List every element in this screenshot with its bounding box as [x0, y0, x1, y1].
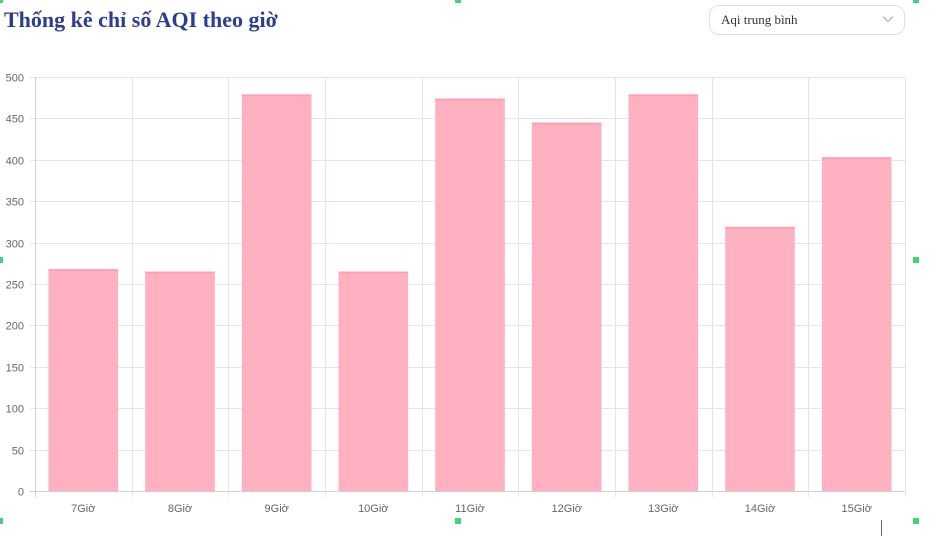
resize-handle-bottom-right[interactable] — [913, 518, 919, 524]
y-tick-label: 450 — [6, 114, 24, 126]
x-tick-label: 14Giờ — [745, 503, 775, 515]
bar — [241, 94, 312, 492]
x-tick-label: 11Giờ — [455, 503, 485, 515]
bar — [145, 271, 215, 491]
y-tick-label: 400 — [6, 156, 24, 168]
resize-handle-middle-right[interactable] — [913, 257, 919, 263]
x-tick-label: 13Giờ — [648, 503, 678, 515]
text-cursor — [881, 520, 882, 536]
y-tick-label: 300 — [6, 239, 24, 251]
x-tick-label: 7Giờ — [71, 503, 95, 515]
y-tick-label: 350 — [6, 197, 24, 209]
y-tick-label: 50 — [12, 446, 24, 458]
bar — [628, 94, 699, 492]
x-tick-label: 15Giờ — [841, 503, 871, 515]
metric-select[interactable]: Aqi trung bình — [709, 5, 905, 35]
y-tick-label: 100 — [6, 404, 24, 416]
y-tick-label: 200 — [6, 321, 24, 333]
y-tick-label: 0 — [18, 487, 24, 499]
x-tick-label: 9Giờ — [265, 503, 289, 515]
resize-handle-bottom-middle[interactable] — [455, 518, 461, 524]
resize-handle-top-middle[interactable] — [455, 0, 461, 3]
y-tick-label: 150 — [6, 363, 24, 375]
y-tick-label: 500 — [6, 73, 24, 85]
resize-handle-top-right[interactable] — [913, 0, 919, 3]
chevron-down-icon — [882, 16, 894, 23]
metric-select-value: Aqi trung bình — [721, 12, 798, 27]
bar — [725, 226, 795, 491]
page-title: Thống kê chỉ số AQI theo giờ — [4, 7, 278, 32]
bar — [435, 98, 505, 491]
resize-handle-middle-left[interactable] — [0, 257, 3, 263]
bar — [531, 122, 602, 491]
x-tick-label: 8Giờ — [168, 503, 192, 515]
x-tick-label: 10Giờ — [358, 503, 388, 515]
bar — [821, 157, 892, 492]
bar — [48, 269, 119, 491]
resize-handle-bottom-left[interactable] — [0, 518, 3, 524]
bar — [338, 271, 409, 491]
x-tick-label: 12Giờ — [551, 503, 581, 515]
resize-handle-top-left[interactable] — [0, 0, 3, 3]
y-tick-label: 250 — [6, 280, 24, 292]
